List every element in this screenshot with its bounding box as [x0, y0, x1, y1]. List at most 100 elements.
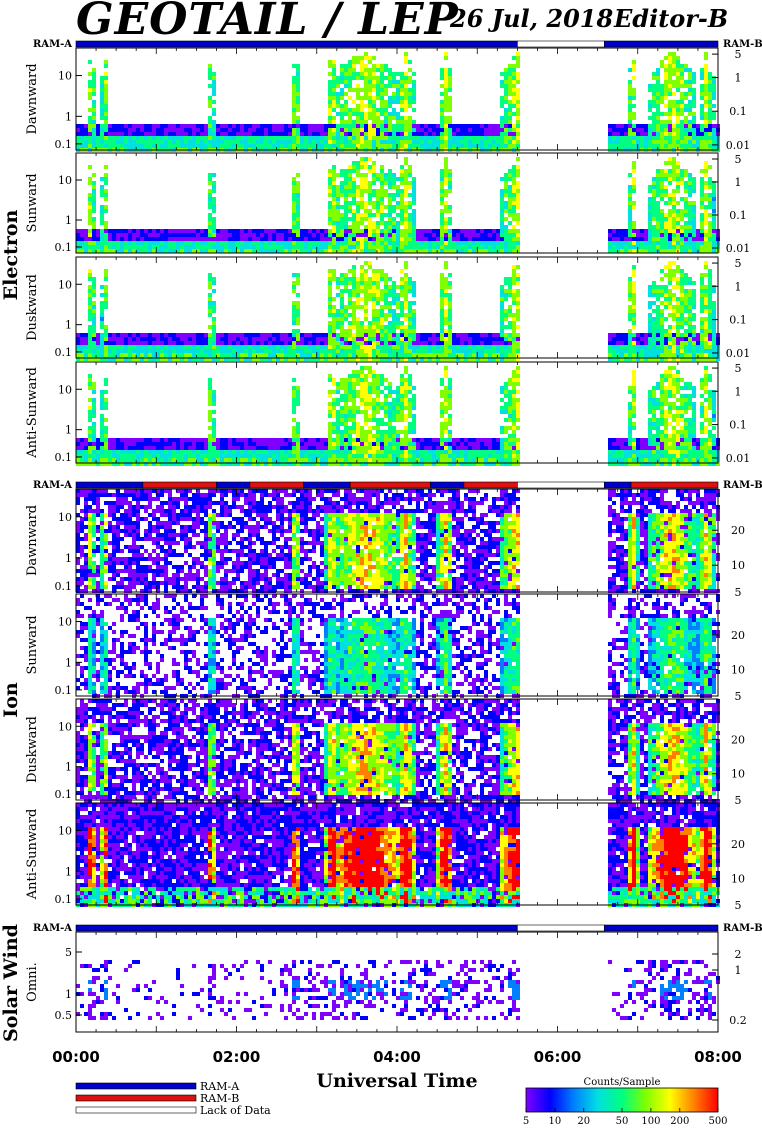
spectrogram-cell — [364, 357, 368, 361]
spectrogram-cell — [452, 237, 456, 241]
spectrogram-cell — [240, 357, 244, 361]
spectrogram-cell — [516, 108, 520, 112]
spectrogram-cell — [684, 289, 688, 293]
spectrogram-cell — [112, 132, 116, 136]
spectrogram-cell — [504, 205, 508, 209]
spectrogram-cell — [348, 64, 352, 68]
spectrogram-cell — [636, 233, 640, 237]
spectrogram-cell — [640, 245, 644, 249]
spectrogram-cell — [632, 285, 636, 289]
spectrogram-cell — [332, 217, 336, 221]
spectrogram-cell — [132, 249, 136, 253]
spectrogram-cell — [124, 237, 128, 241]
spectrogram-cell — [228, 345, 232, 349]
spectrogram-cell — [628, 80, 632, 84]
spectrogram-cell — [296, 181, 300, 185]
spectrogram-cell — [680, 233, 684, 237]
spectrogram-cell — [648, 305, 652, 309]
spectrogram-cell — [168, 144, 172, 148]
spectrogram-cell — [244, 241, 248, 245]
spectrogram-cell — [100, 237, 104, 241]
spectrogram-cell — [336, 209, 340, 213]
spectrogram-cell — [632, 245, 636, 249]
spectrogram-cell — [680, 321, 684, 325]
spectrogram-cell — [632, 353, 636, 357]
spectrogram-cell — [612, 132, 616, 136]
spectrogram-cell — [644, 241, 648, 245]
spectrogram-cell — [712, 237, 716, 241]
spectrogram-cell — [620, 353, 624, 357]
spectrogram-cell — [216, 140, 220, 144]
spectrogram-cell — [328, 100, 332, 104]
spectrogram-cell — [356, 289, 360, 293]
spectrogram-cell — [468, 132, 472, 136]
spectrogram-cell — [504, 325, 508, 329]
spectrogram-cell — [656, 237, 660, 241]
spectrogram-cell — [484, 229, 488, 233]
spectrogram-cell — [332, 108, 336, 112]
spectrogram-cell — [452, 128, 456, 132]
spectrogram-cell — [500, 345, 504, 349]
spectrogram-cell — [248, 241, 252, 245]
spectrogram-cell — [364, 52, 368, 56]
spectrogram-cell — [516, 193, 520, 197]
spectrogram-cell — [628, 193, 632, 197]
spectrogram-cell — [348, 333, 352, 337]
spectrogram-cell — [500, 96, 504, 100]
spectrogram-cell — [692, 181, 696, 185]
spectrogram-cell — [704, 96, 708, 100]
spectrogram-cell — [356, 233, 360, 237]
spectrogram-cell — [184, 128, 188, 132]
spectrogram-cell — [348, 249, 352, 253]
spectrogram-cell — [188, 136, 192, 140]
spectrogram-cell — [412, 353, 416, 357]
spectrogram-cell — [368, 72, 372, 76]
spectrogram-cell — [628, 309, 632, 313]
spectrogram-cell — [632, 112, 636, 116]
spectrogram-cell — [676, 349, 680, 353]
spectrogram-cell — [644, 136, 648, 140]
spectrogram-cell — [676, 132, 680, 136]
spectrogram-cell — [492, 249, 496, 253]
spectrogram-cell — [388, 116, 392, 120]
spectrogram-cell — [100, 124, 104, 128]
spectrogram-cell — [172, 237, 176, 241]
spectrogram-cell — [100, 76, 104, 80]
spectrogram-cell — [492, 233, 496, 237]
spectrogram-cell — [380, 277, 384, 281]
spectrogram-cell — [148, 237, 152, 241]
spectrogram-cell — [352, 217, 356, 221]
spectrogram-cell — [432, 341, 436, 345]
spectrogram-cell — [508, 128, 512, 132]
spectrogram-cell — [172, 128, 176, 132]
spectrogram-cell — [656, 116, 660, 120]
spectrogram-cell — [84, 229, 88, 233]
spectrogram-cell — [384, 273, 388, 277]
spectrogram-cell — [476, 337, 480, 341]
spectrogram-cell — [392, 281, 396, 285]
spectrogram-cell — [228, 132, 232, 136]
spectrogram-cell — [496, 140, 500, 144]
spectrogram-cell — [656, 128, 660, 132]
spectrogram-cell — [512, 64, 516, 68]
spectrogram-cell — [404, 317, 408, 321]
spectrogram-cell — [272, 241, 276, 245]
spectrogram-cell — [328, 325, 332, 329]
spectrogram-cell — [352, 112, 356, 116]
spectrogram-cell — [368, 281, 372, 285]
spectrogram-cell — [332, 237, 336, 241]
spectrogram-cell — [112, 124, 116, 128]
spectrogram-cell — [248, 128, 252, 132]
spectrogram-cell — [140, 249, 144, 253]
spectrogram-cell — [512, 349, 516, 353]
spectrogram-cell — [672, 309, 676, 313]
spectrogram-cell — [200, 132, 204, 136]
spectrogram-cell — [212, 289, 216, 293]
spectrogram-cell — [348, 245, 352, 249]
spectrogram-cell — [296, 193, 300, 197]
spectrogram-cell — [376, 132, 380, 136]
spectrogram-cell — [460, 140, 464, 144]
left-tick-label: 0.1 — [55, 241, 73, 254]
spectrogram-cell — [104, 357, 108, 361]
spectrogram-cell — [668, 229, 672, 233]
